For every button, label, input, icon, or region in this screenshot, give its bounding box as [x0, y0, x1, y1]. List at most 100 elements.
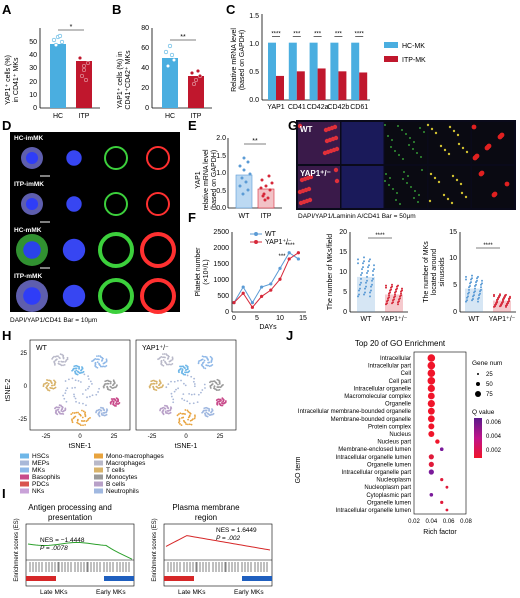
panel-h-cell-dot: [212, 412, 215, 415]
panel-h-cell-dot: [204, 409, 206, 412]
panel-dot: [391, 285, 393, 288]
panel-j-dot: [429, 493, 434, 497]
panel-c-bar-hc: [288, 42, 297, 100]
panel-h-cell-dot: [97, 391, 99, 393]
panel-letter-i: I: [2, 486, 6, 501]
panel-h-xtick: 25: [111, 434, 118, 440]
panel-h-cell-dot: [163, 407, 166, 410]
panel-c-bar-hc: [351, 42, 360, 100]
panel-h-cell-dot: [204, 387, 206, 389]
panel-e-tick: 2.0: [216, 135, 226, 142]
panel-h-cell-dot: [117, 399, 119, 401]
panel-g-laminin-spot: [459, 182, 463, 186]
panel-h-cell-dot: [153, 380, 156, 383]
panel-h-cell-dot: [105, 408, 108, 411]
panel-h-cell-dot: [82, 424, 84, 427]
panel-h-cell-dot: [180, 365, 182, 368]
panel-h-xtick: 0: [78, 434, 82, 440]
panel-e-xlabel-wt: WT: [239, 213, 251, 220]
panel-h-cell-dot: [224, 400, 227, 402]
panel-j-term-label: Intracellular membrane-bounded organelle: [298, 409, 412, 415]
panel-i-left-p: P = .0078: [40, 545, 68, 552]
panel-h-cell-dot: [48, 389, 51, 392]
panel-g-yap-spot: [413, 197, 415, 199]
panel-h-cell-dot: [85, 404, 87, 407]
panel-j-term-label: Nucleoplasm: [376, 478, 411, 484]
panel-h-cell-dot: [218, 388, 221, 391]
panel-h-cell-dot: [184, 413, 186, 415]
panel-f-tick: 0: [225, 309, 229, 316]
panel-f-point: [269, 282, 273, 286]
panel-h-cell-dot: [86, 419, 89, 422]
panel-g-tile: [472, 166, 514, 208]
panel-f-point: [296, 257, 300, 261]
panel-g-laminin-spot: [451, 174, 455, 178]
panel-h-cell-dot: [75, 411, 78, 414]
panel-h-cell-dot: [160, 407, 163, 410]
panel-h-legend-label: Monocytes: [106, 474, 138, 481]
panel-f-tick: 2500: [213, 229, 229, 236]
panel-h-cell-dot: [155, 382, 158, 385]
panel-h-cell-dot: [181, 417, 183, 419]
panel-h-cell-dot: [182, 372, 185, 375]
panel-h-cell-dot: [186, 374, 189, 377]
panel-h-cell-dot: [116, 384, 118, 387]
panel-j-term-label: Organelle: [385, 402, 412, 408]
panel-h-cell-dot: [169, 411, 172, 414]
panel-h-cell-dot: [76, 365, 79, 368]
panel-g-yap-spot: [408, 144, 410, 146]
panel-h-cell-dot: [95, 358, 98, 361]
panel-i-rank-blue: [242, 576, 272, 581]
panel-h-cell-dot: [73, 412, 76, 414]
panel-c-legend-hc: HC-MK: [402, 43, 425, 50]
panel-h-cell-dot: [206, 357, 209, 360]
panel-j-dot: [427, 407, 435, 415]
panel-h-cell-dot: [63, 397, 66, 400]
panel-h-cell-dot: [75, 369, 78, 372]
panel-h-cell-dot: [193, 383, 196, 385]
panel-c-tick: 0.5: [249, 69, 259, 76]
panel-g-laminin-spot: [464, 195, 468, 199]
panel-h-cell-dot: [176, 414, 179, 417]
panel-h-cell-dot: [64, 407, 67, 410]
panel-dot: [468, 288, 470, 291]
panel-i-left-curve: [27, 542, 133, 560]
panel-f3-ylabel: The number of MKs: [423, 241, 430, 303]
panel-h-cell-dot: [211, 363, 214, 366]
panel-j-q-key-label: 0.004: [486, 434, 502, 440]
panel-f3-tick: 5: [453, 282, 457, 289]
panel-a: YAP1⁺ cells (%) in CD41⁺ MKs 0 10 20 30 …: [5, 24, 100, 120]
panel-g-yap-spot: [414, 190, 416, 192]
panel-dot: [469, 285, 471, 287]
panel-h-cell-dot: [53, 379, 55, 382]
panel-h-cell-dot: [217, 383, 219, 386]
panel-g-yap-spot: [399, 203, 401, 205]
panel-dot: [357, 295, 359, 298]
panel-h-cell-dot: [209, 355, 212, 358]
panel-a-tick: 0: [33, 105, 37, 112]
panel-f-point: [287, 257, 291, 261]
panel-h-cell-dot: [177, 387, 180, 390]
panel-h-cell-dot: [61, 407, 64, 410]
panel-h-cell-dot: [178, 368, 181, 371]
panel-h-cell-dot: [194, 414, 196, 417]
panel-j-dot: [440, 500, 444, 504]
panel-h-cell-dot: [177, 413, 180, 416]
panel-h-cell-dot: [170, 363, 172, 366]
panel-dot: [391, 283, 393, 286]
panel-h-cell-dot: [164, 410, 167, 413]
panel-c-bar-hc: [330, 42, 339, 100]
panel-a-tick: 10: [29, 92, 37, 99]
panel-h-cell-dot: [100, 406, 102, 409]
panel-h-cell-dot: [96, 409, 99, 412]
panel-j: Top 20 of GO Enrichment Intracellular Int…: [295, 339, 502, 536]
panel-g-yap-spot: [392, 188, 394, 190]
panel-h-cell-dot: [203, 359, 206, 362]
panel-h-cell-dot: [100, 356, 102, 359]
panel-g-row-label: YAP1⁺/⁻: [300, 169, 331, 178]
panel-g-mk-spot: [297, 123, 303, 129]
panel-letter-f: F: [188, 210, 196, 225]
panel-dot: [360, 281, 362, 284]
panel-h-cell-dot: [208, 361, 211, 364]
panel-dot: [372, 273, 374, 276]
